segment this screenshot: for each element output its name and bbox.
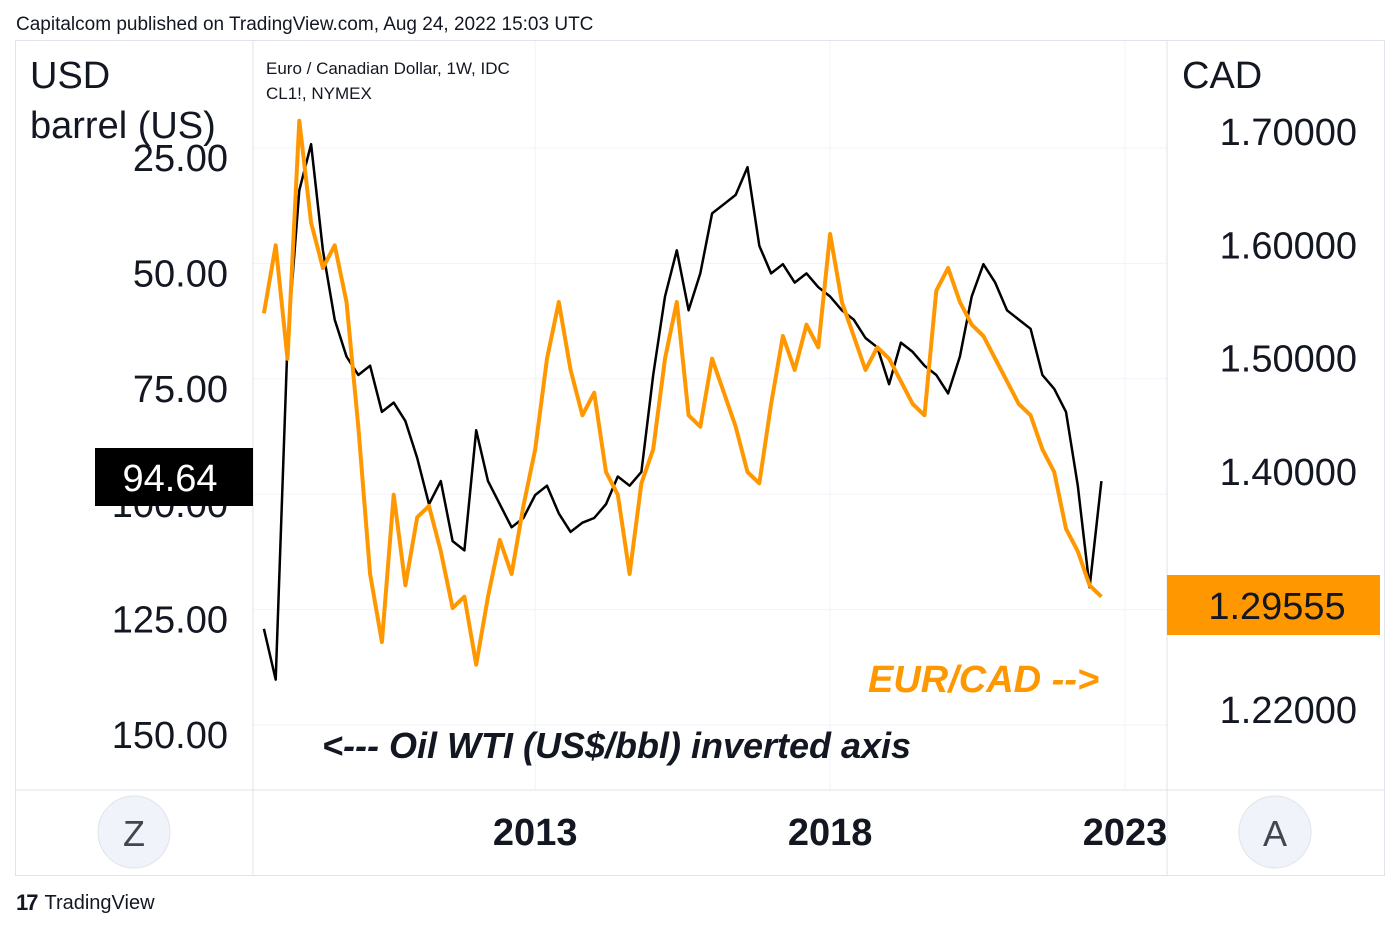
oil-current-value-badge <box>95 448 253 506</box>
left-axis-tick-label: 75.00 <box>133 369 228 411</box>
right-axis-tick-label: 1.50000 <box>1220 339 1357 381</box>
annotation-oil-inverted: <--- Oil WTI (US$/bbl) inverted axis <box>322 725 911 766</box>
left-scale-button-label: Z <box>123 813 145 854</box>
left-axis-tick-label: 25.00 <box>133 138 228 180</box>
tradingview-logo-icon: 17 <box>16 890 39 915</box>
footer-brand-name: TradingView <box>44 891 155 914</box>
oil-wti-series-line <box>262 142 1103 681</box>
left-scale-button[interactable] <box>97 795 171 869</box>
right-axis-tick-label: 1.40000 <box>1220 452 1357 494</box>
legend-oil[interactable]: CL1!, NYMEX <box>266 84 372 103</box>
series-layer <box>261 118 1103 681</box>
left-axis-unit-usd: USD <box>30 55 110 97</box>
annotation-eurcad: EUR/CAD --> <box>868 659 1099 701</box>
left-axis-tick-label: 50.00 <box>133 253 228 295</box>
left-axis-tick-label: 125.00 <box>112 600 228 642</box>
right-axis-tick-label: 1.60000 <box>1220 225 1357 267</box>
right-axis-tick-label: 1.22000 <box>1220 690 1357 732</box>
right-axis-ticks: 1.70000 1.60000 1.50000 1.40000 1.22000 <box>1220 112 1357 732</box>
legend-eurcad[interactable]: Euro / Canadian Dollar, 1W, IDC <box>266 59 510 78</box>
eurcad-current-value-badge <box>1167 575 1380 635</box>
publication-header: Capitalcom published on TradingView.com,… <box>16 14 594 35</box>
right-axis-unit-cad: CAD <box>1182 55 1262 97</box>
left-axis-tick-label: 150.00 <box>112 715 228 757</box>
footer-branding[interactable]: 17 TradingView <box>16 890 155 916</box>
time-axis-tick-label: 2023 <box>1083 812 1168 854</box>
chart-frame <box>15 40 1385 876</box>
time-axis-ticks: 2013 2018 2023 <box>493 812 1167 854</box>
left-axis-unit-barrel: barrel (US) <box>30 105 216 147</box>
time-axis-tick-label: 2018 <box>788 812 873 854</box>
right-scale-button[interactable] <box>1238 795 1312 869</box>
oil-current-value-label: 94.64 <box>122 458 217 500</box>
right-axis-tick-label: 1.70000 <box>1220 112 1357 154</box>
right-scale-button-label: A <box>1263 813 1287 854</box>
time-axis-tick-label: 2013 <box>493 812 578 854</box>
eurcad-current-value-label: 1.29555 <box>1208 586 1345 628</box>
eurcad-series-line <box>261 118 1103 667</box>
